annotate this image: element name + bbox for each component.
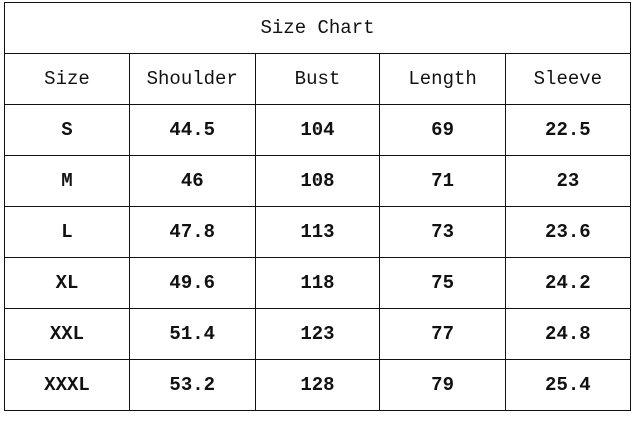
table-cell: 77 bbox=[379, 308, 506, 360]
table-row: XXXL 53.2 128 79 25.4 bbox=[4, 359, 632, 411]
title-row: Size Chart bbox=[4, 2, 631, 54]
column-header: Shoulder bbox=[128, 53, 256, 105]
table-cell: 24.2 bbox=[504, 257, 632, 309]
table-cell: XXXL bbox=[4, 359, 130, 411]
table-cell: 46 bbox=[128, 155, 256, 207]
table-cell: 51.4 bbox=[128, 308, 256, 360]
table-cell: 25.4 bbox=[504, 359, 632, 411]
table-cell: 113 bbox=[254, 206, 381, 258]
table-cell: 44.5 bbox=[128, 104, 256, 156]
table-cell: 49.6 bbox=[128, 257, 256, 309]
table-row: XL 49.6 118 75 24.2 bbox=[4, 257, 632, 309]
table-cell: 128 bbox=[254, 359, 381, 411]
table-cell: 22.5 bbox=[504, 104, 632, 156]
column-header: Sleeve bbox=[504, 53, 632, 105]
table-row: S 44.5 104 69 22.5 bbox=[4, 104, 632, 156]
table-cell: 53.2 bbox=[128, 359, 256, 411]
table-cell: 75 bbox=[379, 257, 506, 309]
table-cell: 71 bbox=[379, 155, 506, 207]
column-header: Size bbox=[4, 53, 130, 105]
table-cell: L bbox=[4, 206, 130, 258]
table-cell: M bbox=[4, 155, 130, 207]
table-cell: 123 bbox=[254, 308, 381, 360]
table-row: L 47.8 113 73 23.6 bbox=[4, 206, 632, 258]
table-cell: 79 bbox=[379, 359, 506, 411]
table-cell: 108 bbox=[254, 155, 381, 207]
table-cell: 118 bbox=[254, 257, 381, 309]
table-cell: XXL bbox=[4, 308, 130, 360]
size-chart-table: Size Chart Size Shoulder Bust Length Sleeve … bbox=[4, 2, 632, 411]
table-cell: S bbox=[4, 104, 130, 156]
table-cell: 69 bbox=[379, 104, 506, 156]
table-cell: 24.8 bbox=[504, 308, 632, 360]
table-cell: XL bbox=[4, 257, 130, 309]
header-row: Size Shoulder Bust Length Sleeve bbox=[4, 53, 632, 105]
table-cell: 47.8 bbox=[128, 206, 256, 258]
table-cell: 23.6 bbox=[504, 206, 632, 258]
table-cell: 104 bbox=[254, 104, 381, 156]
column-header: Bust bbox=[254, 53, 381, 105]
column-header: Length bbox=[379, 53, 506, 105]
table-cell: 73 bbox=[379, 206, 506, 258]
table-title: Size Chart bbox=[4, 2, 631, 54]
table-row: M 46 108 71 23 bbox=[4, 155, 632, 207]
table-row: XXL 51.4 123 77 24.8 bbox=[4, 308, 632, 360]
table-cell: 23 bbox=[504, 155, 632, 207]
